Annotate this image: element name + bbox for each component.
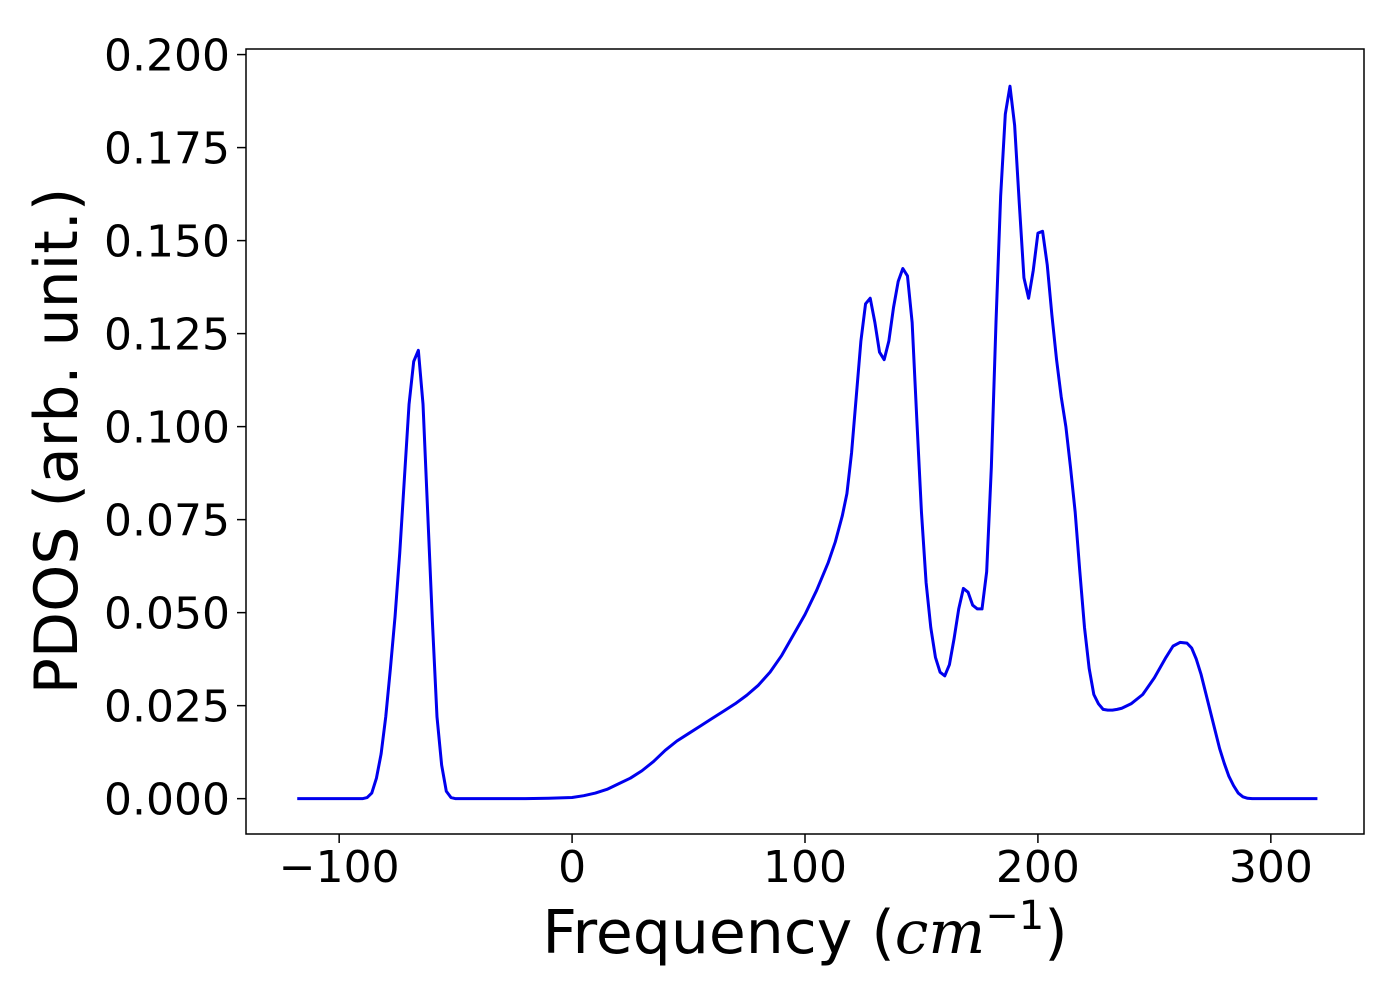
y-tick-label: 0.025: [104, 682, 230, 733]
y-tick-label: 0.125: [104, 310, 230, 361]
y-tick-label: 0.150: [104, 217, 230, 268]
plot-area-frame: [245, 48, 1365, 835]
x-axis-label-prefix: Frequency (: [542, 898, 894, 968]
y-tick-label: 0.200: [104, 31, 230, 82]
y-axis-ticks: 0.000 0.025 0.050 0.075 0.100 0.125 0.150 0.175…: [104, 31, 246, 826]
x-tick-label: 0: [558, 842, 586, 893]
x-axis-label-suffix: ): [1044, 898, 1067, 968]
x-axis-ticks: −100 0 100 200 300: [279, 834, 1313, 893]
y-tick-label: 0.050: [104, 589, 230, 640]
y-tick-label: 0.175: [104, 124, 230, 175]
x-axis-label: Frequency (cm−1): [542, 893, 1067, 968]
x-axis-label-unit: cm: [895, 898, 986, 968]
y-tick-label: 0.100: [104, 403, 230, 454]
x-tick-label: 300: [1229, 842, 1313, 893]
y-axis-label: PDOS (arb. unit.): [22, 188, 92, 695]
x-axis-label-exponent: −1: [985, 893, 1044, 939]
x-tick-label: 100: [763, 842, 847, 893]
x-tick-label: 200: [996, 842, 1080, 893]
y-tick-label: 0.000: [104, 775, 230, 826]
y-tick-label: 0.075: [104, 496, 230, 547]
pdos-series-line: [297, 84, 1318, 801]
x-tick-label: −100: [279, 842, 400, 893]
